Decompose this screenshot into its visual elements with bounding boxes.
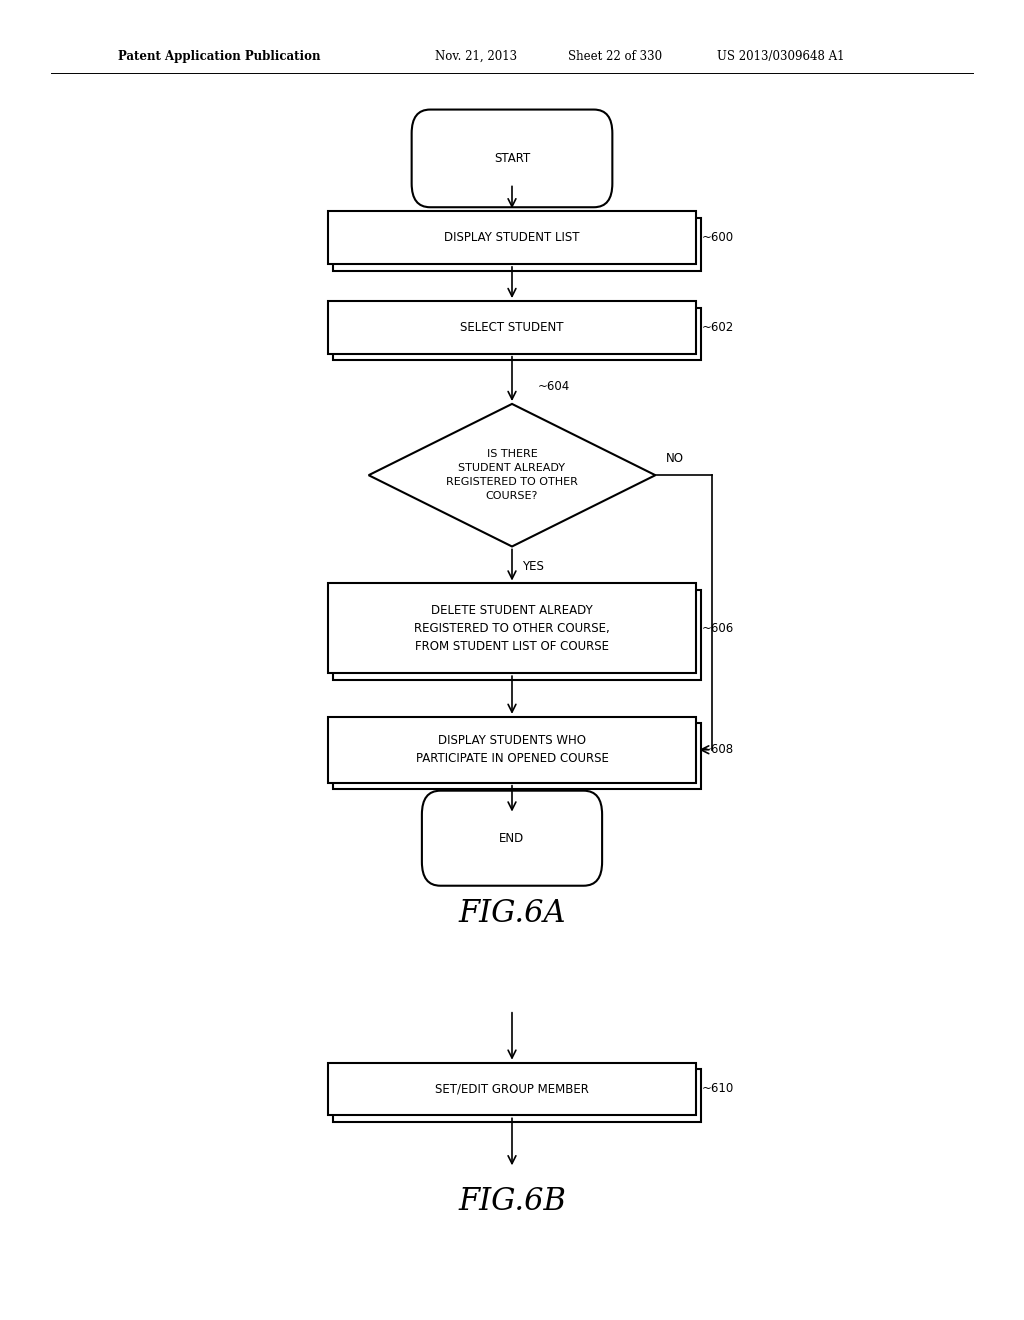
Text: SELECT STUDENT: SELECT STUDENT — [460, 321, 564, 334]
Bar — [333, 308, 701, 360]
Text: DISPLAY STUDENTS WHO
PARTICIPATE IN OPENED COURSE: DISPLAY STUDENTS WHO PARTICIPATE IN OPEN… — [416, 734, 608, 766]
Text: Patent Application Publication: Patent Application Publication — [118, 50, 321, 63]
Text: DISPLAY STUDENT LIST: DISPLAY STUDENT LIST — [444, 231, 580, 244]
Text: NO: NO — [666, 451, 684, 465]
Polygon shape — [369, 404, 655, 546]
Bar — [328, 717, 696, 783]
Text: START: START — [494, 152, 530, 165]
Text: YES: YES — [521, 560, 544, 573]
Text: Sheet 22 of 330: Sheet 22 of 330 — [568, 50, 663, 63]
FancyBboxPatch shape — [412, 110, 612, 207]
Bar — [333, 723, 701, 789]
Bar — [333, 218, 701, 271]
Text: ~600: ~600 — [701, 231, 733, 244]
FancyBboxPatch shape — [422, 791, 602, 886]
Text: ~606: ~606 — [701, 622, 733, 635]
Bar — [328, 1063, 696, 1115]
Bar — [333, 1069, 701, 1122]
Bar — [328, 211, 696, 264]
Text: FIG.6A: FIG.6A — [459, 898, 565, 929]
Text: ~610: ~610 — [701, 1082, 733, 1096]
Bar — [328, 301, 696, 354]
Bar — [328, 583, 696, 673]
Text: ~602: ~602 — [701, 321, 733, 334]
Text: Nov. 21, 2013: Nov. 21, 2013 — [435, 50, 517, 63]
Text: IS THERE
STUDENT ALREADY
REGISTERED TO OTHER
COURSE?: IS THERE STUDENT ALREADY REGISTERED TO O… — [446, 449, 578, 502]
Text: FIG.6B: FIG.6B — [458, 1185, 566, 1217]
Text: ~604: ~604 — [538, 380, 569, 393]
Text: SET/EDIT GROUP MEMBER: SET/EDIT GROUP MEMBER — [435, 1082, 589, 1096]
Bar — [333, 590, 701, 680]
Text: END: END — [500, 832, 524, 845]
Text: ~608: ~608 — [701, 743, 733, 756]
Text: DELETE STUDENT ALREADY
REGISTERED TO OTHER COURSE,
FROM STUDENT LIST OF COURSE: DELETE STUDENT ALREADY REGISTERED TO OTH… — [414, 603, 610, 653]
Text: US 2013/0309648 A1: US 2013/0309648 A1 — [717, 50, 845, 63]
